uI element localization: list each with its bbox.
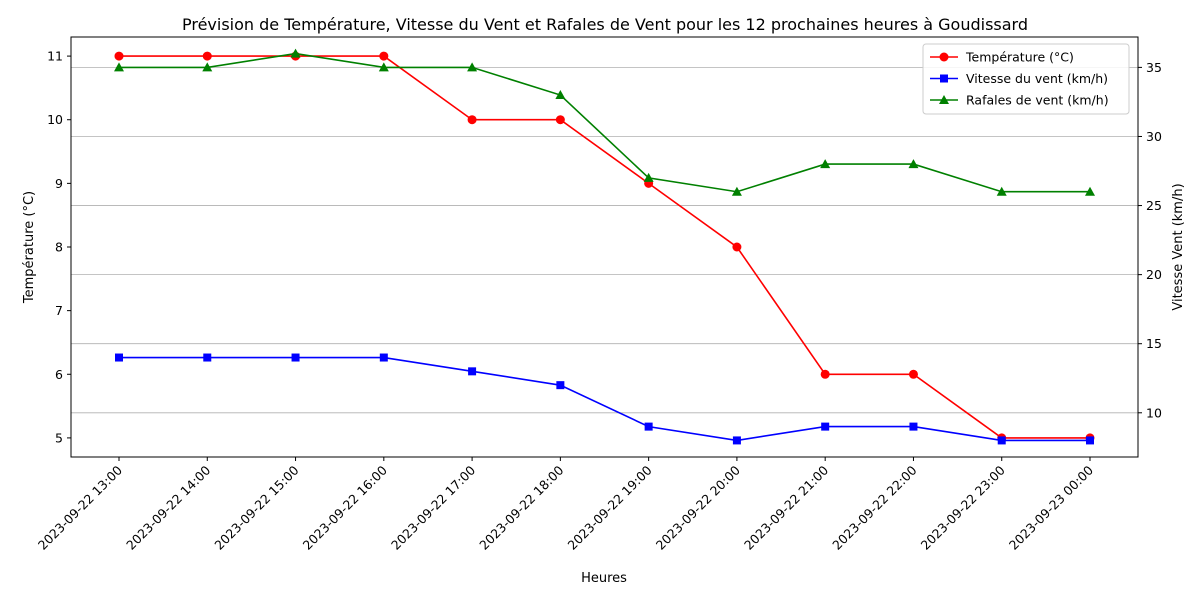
data-point (643, 172, 654, 182)
series-layer (114, 48, 1095, 445)
y-left-tick-label: 11 (47, 49, 63, 64)
data-point (556, 381, 565, 390)
data-point (114, 62, 124, 72)
data-point (379, 353, 388, 362)
data-point (202, 51, 212, 61)
data-point (997, 436, 1006, 445)
legend-label: Vitesse du vent (km/h) (966, 71, 1108, 86)
y-right-tick-label: 15 (1146, 336, 1162, 351)
legend-label: Température (°C) (965, 50, 1074, 65)
data-point (821, 422, 830, 431)
legend-box (922, 43, 1130, 115)
legend-marker (940, 74, 948, 83)
series-3 (114, 48, 1095, 196)
data-point (1086, 436, 1094, 445)
legend-item: Rafales de vent (km/h) (930, 93, 1109, 108)
data-point (115, 353, 123, 362)
grid (71, 66, 1138, 414)
data-point (996, 186, 1007, 196)
x-tick-label: 2023-09-22 23:00 (918, 462, 1008, 552)
y-left-tick-label: 7 (55, 303, 63, 318)
data-point (1085, 186, 1095, 196)
data-point (467, 62, 478, 72)
legend-item: Vitesse du vent (km/h) (930, 71, 1108, 86)
series-line (119, 52, 1090, 193)
x-tick-label: 2023-09-22 17:00 (388, 462, 478, 552)
data-point (114, 51, 124, 61)
y-left-tick-label: 10 (47, 112, 63, 127)
legend-marker (939, 52, 949, 62)
y-axis-right: 10 15 20 25 30 35 (1138, 60, 1162, 420)
y-right-tick-label: 10 (1146, 405, 1162, 420)
data-point (202, 62, 213, 72)
data-point (732, 242, 742, 252)
data-point (820, 159, 831, 169)
x-tick-label: 2023-09-22 18:00 (476, 462, 566, 552)
x-tick-label: 2023-09-22 13:00 (35, 462, 125, 552)
y-right-tick-label: 30 (1146, 129, 1162, 144)
data-point (467, 115, 477, 125)
data-point (644, 422, 653, 431)
data-point (732, 436, 741, 445)
x-tick-label: 2023-09-23 00:00 (1006, 462, 1096, 552)
x-tick-label: 2023-09-22 19:00 (565, 462, 655, 552)
x-axis-title: Heures (581, 571, 627, 586)
data-point (909, 422, 918, 431)
data-point (290, 48, 301, 58)
data-point (555, 115, 565, 125)
y-axis-right-title: Vitesse Vent (km/h) (1171, 183, 1186, 310)
y-left-tick-label: 9 (55, 176, 63, 191)
series-2 (115, 353, 1094, 445)
data-point (378, 62, 389, 72)
legend-item: Température (°C) (930, 50, 1074, 65)
legend-marker (939, 95, 949, 104)
y-left-tick-label: 8 (55, 240, 63, 255)
legend: Température (°C) Vitesse du vent (km/h) Ra… (922, 43, 1130, 115)
y-right-tick-label: 20 (1146, 267, 1162, 282)
y-left-tick-label: 5 (55, 430, 63, 445)
data-point (555, 90, 566, 100)
y-axis-left-title: Température (°C) (22, 191, 37, 304)
chart-title: Prévision de Température, Vitesse du Ven… (182, 15, 1028, 34)
data-point (908, 369, 918, 379)
data-point (908, 159, 919, 169)
data-point (203, 353, 212, 362)
data-point (820, 369, 830, 379)
data-point (468, 367, 477, 376)
data-point (379, 51, 389, 61)
x-tick-label: 2023-09-22 16:00 (300, 462, 390, 552)
x-tick-label: 2023-09-22 22:00 (829, 462, 919, 552)
y-right-tick-label: 25 (1146, 198, 1162, 213)
y-left-tick-label: 6 (55, 367, 63, 382)
legend-label: Rafales de vent (km/h) (966, 93, 1109, 108)
data-point (291, 353, 300, 362)
x-tick-label: 2023-09-22 15:00 (211, 462, 301, 552)
x-tick-label: 2023-09-22 21:00 (741, 462, 831, 552)
series-line (119, 356, 1090, 442)
y-right-tick-label: 35 (1146, 60, 1162, 75)
x-tick-label: 2023-09-22 14:00 (123, 462, 213, 552)
data-point (731, 186, 742, 196)
y-axis-left: 5 6 7 8 9 10 11 (47, 49, 71, 445)
x-tick-label: 2023-09-22 20:00 (653, 462, 743, 552)
